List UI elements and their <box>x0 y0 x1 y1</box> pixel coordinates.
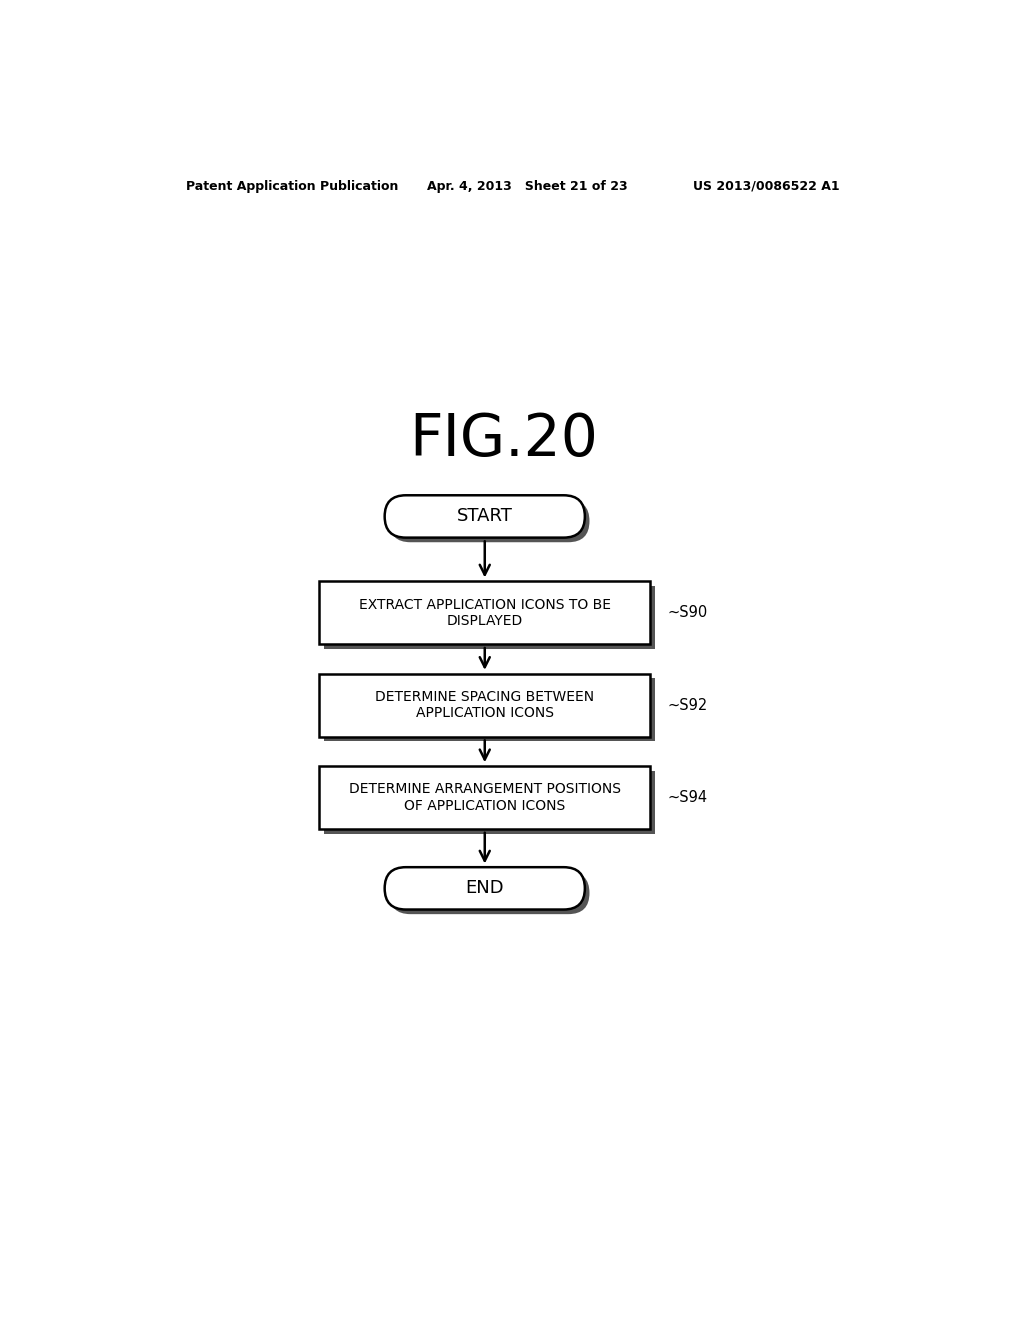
Text: ~S94: ~S94 <box>668 789 708 805</box>
Text: DETERMINE SPACING BETWEEN
APPLICATION ICONS: DETERMINE SPACING BETWEEN APPLICATION IC… <box>375 690 594 721</box>
FancyBboxPatch shape <box>324 771 655 834</box>
Text: ~S92: ~S92 <box>668 697 708 713</box>
Text: DETERMINE ARRANGEMENT POSITIONS
OF APPLICATION ICONS: DETERMINE ARRANGEMENT POSITIONS OF APPLI… <box>349 783 621 813</box>
FancyBboxPatch shape <box>389 500 590 543</box>
FancyBboxPatch shape <box>324 586 655 649</box>
Text: END: END <box>466 879 504 898</box>
Text: Patent Application Publication: Patent Application Publication <box>186 180 398 193</box>
FancyBboxPatch shape <box>324 678 655 742</box>
FancyBboxPatch shape <box>319 766 650 829</box>
FancyBboxPatch shape <box>385 495 585 537</box>
FancyBboxPatch shape <box>389 871 590 915</box>
Text: FIG.20: FIG.20 <box>410 411 598 469</box>
FancyBboxPatch shape <box>319 581 650 644</box>
Text: EXTRACT APPLICATION ICONS TO BE
DISPLAYED: EXTRACT APPLICATION ICONS TO BE DISPLAYE… <box>358 598 610 628</box>
FancyBboxPatch shape <box>385 867 585 909</box>
Text: US 2013/0086522 A1: US 2013/0086522 A1 <box>692 180 840 193</box>
Text: START: START <box>457 507 513 525</box>
FancyBboxPatch shape <box>319 673 650 737</box>
Text: ~S90: ~S90 <box>668 605 708 620</box>
Text: Apr. 4, 2013   Sheet 21 of 23: Apr. 4, 2013 Sheet 21 of 23 <box>427 180 628 193</box>
